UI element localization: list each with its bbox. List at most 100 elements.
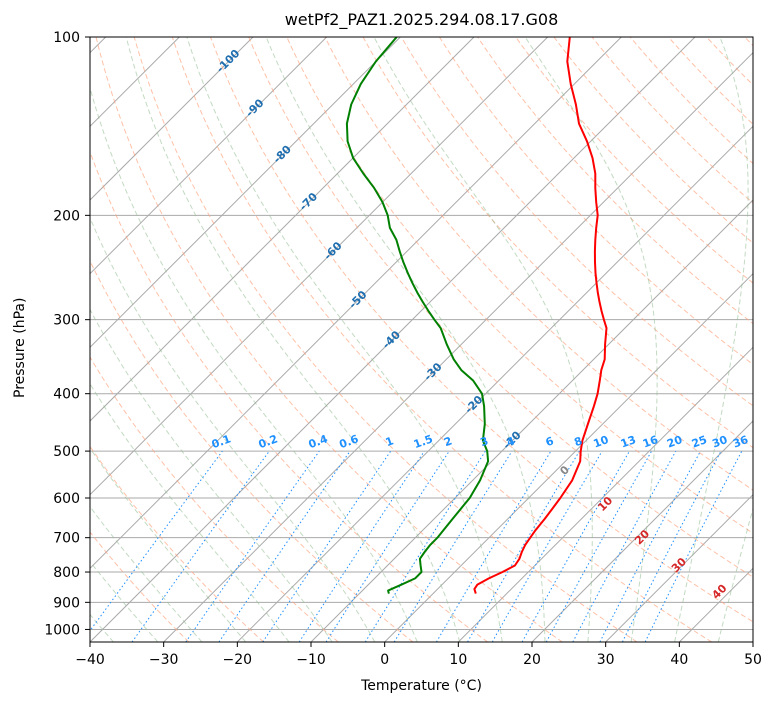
mixing-ratio-line: [572, 450, 677, 642]
isotherm-line: [236, 125, 753, 642]
moist-adiabat: [674, 37, 749, 642]
mixing-ratio-label: 13: [619, 433, 638, 450]
mixing-ratio-line: [545, 450, 653, 642]
moist-adiabat: [90, 86, 418, 642]
y-tick-label: 700: [53, 531, 80, 547]
y-tick-label: 800: [53, 565, 80, 581]
x-axis-label: Temperature (°C): [361, 678, 482, 694]
x-tick-label: 10: [449, 652, 467, 668]
mixing-ratio-label: 0.1: [210, 432, 233, 451]
moist-adiabat: [90, 382, 290, 642]
moist-adiabat: [524, 37, 658, 642]
mixing-ratio-line: [185, 450, 320, 642]
y-tick-label: 400: [53, 387, 80, 403]
mixing-ratio-label: 0.2: [257, 432, 280, 451]
mixing-ratio-line: [599, 450, 701, 642]
x-tick-label: 20: [523, 652, 541, 668]
dry-adiabat: [515, 37, 753, 284]
dry-adiabat: [90, 356, 339, 642]
dry-adiabat: [90, 150, 488, 642]
plot-area: -100-90-80-70-60-50-40-30-20-100.1 0.2 0.4…: [90, 37, 753, 642]
isotherm-line: [90, 37, 696, 642]
mixing-ratio-line: [262, 450, 392, 642]
moist-adiabat: [90, 447, 247, 642]
isotherm-line: [90, 37, 401, 349]
y-tick-label: 200: [53, 208, 80, 224]
moist-adiabat: [265, 37, 546, 642]
isotherm-line: [310, 199, 753, 642]
mixing-ratio-label: 8: [572, 434, 584, 449]
dry-adiabat: [706, 37, 753, 86]
mixing-ratio-label: 6: [544, 434, 556, 449]
mixing-ratio-label: 20: [665, 433, 684, 451]
x-tick-label: 50: [744, 652, 762, 668]
moist-adiabat: [90, 216, 376, 642]
x-tick-label: −30: [149, 652, 179, 668]
mixing-ratio-label: 25: [690, 433, 709, 450]
dry-adiabat: [90, 445, 264, 642]
moist-adiabat: [90, 308, 333, 642]
temperature-profile-line: [473, 37, 608, 594]
isotherm-line: [531, 420, 753, 642]
isotherm-line: [457, 346, 753, 642]
dewpoint-profile-line: [345, 37, 490, 594]
isotherm-line: [163, 51, 753, 642]
dry-adiabat: [90, 259, 414, 642]
plot-frame: [89, 36, 754, 643]
moist-adiabat: [186, 37, 503, 642]
chart-title: wetPf2_PAZ1.2025.294.08.17.G08: [284, 10, 559, 29]
moist-adiabat: [125, 37, 461, 642]
dry-adiabat: [744, 37, 753, 47]
isotherm-line: [605, 493, 753, 642]
y-tick-label: 900: [53, 595, 80, 611]
mixing-ratio-label: 30: [710, 433, 729, 451]
mixing-ratio-label: 2: [442, 434, 454, 449]
mixing-ratio-line: [393, 450, 513, 642]
isotherm-line: [752, 641, 753, 642]
dry-adiabat: [90, 531, 190, 642]
dry-adiabat: [210, 37, 753, 623]
mixing-ratio-line: [325, 450, 450, 642]
y-tick-label: 600: [53, 491, 80, 507]
x-tick-label: 40: [670, 652, 688, 668]
mixing-ratio-line: [521, 450, 630, 642]
dry-adiabat: [133, 37, 638, 642]
mixing-ratio-line: [621, 450, 722, 642]
dry-adiabat: [324, 37, 753, 491]
mixing-ratio-line: [90, 450, 223, 632]
moist-adiabat-label: 40: [709, 582, 729, 602]
mixing-ratio-label: 3: [478, 434, 490, 449]
mixing-ratio-line: [131, 450, 270, 642]
y-tick-label: 500: [53, 444, 80, 460]
mixing-ratio-line: [218, 450, 351, 642]
isotherm-line: [90, 37, 549, 496]
x-tick-label: 0: [380, 652, 389, 668]
isotherm-line: [90, 37, 475, 422]
mixing-ratio-label: 1: [384, 434, 396, 449]
dry-adiabat: [248, 37, 753, 578]
x-tick-label: −20: [223, 652, 253, 668]
y-tick-label: 1000: [44, 622, 80, 638]
dry-adiabat: [591, 37, 753, 204]
dry-adiabat: [438, 37, 753, 366]
isotherm-line: [90, 37, 328, 275]
moist-adiabat: [717, 506, 753, 642]
x-tick-label: −40: [75, 652, 105, 668]
mixing-ratio-line: [298, 450, 425, 642]
isotherm-line: [90, 37, 622, 570]
moist-adiabat: [373, 37, 593, 642]
mixing-ratio-label: 10: [592, 433, 611, 451]
mixing-ratio-label: 0.6: [338, 432, 361, 451]
moist-adiabat-label: 0: [557, 463, 572, 478]
mixing-ratio-label: 36: [731, 433, 750, 451]
x-tick-label: 30: [597, 652, 615, 668]
mixing-ratio-line: [644, 450, 743, 642]
y-tick-label: 100: [53, 30, 80, 46]
isotherm-line: [384, 272, 753, 642]
y-axis-label: Pressure (hPa): [12, 297, 28, 398]
mixing-ratio-label: 0.4: [307, 432, 330, 451]
dry-adiabat: [171, 37, 712, 642]
dry-adiabat: [400, 37, 753, 407]
moist-adiabat-label: 10: [595, 494, 615, 514]
